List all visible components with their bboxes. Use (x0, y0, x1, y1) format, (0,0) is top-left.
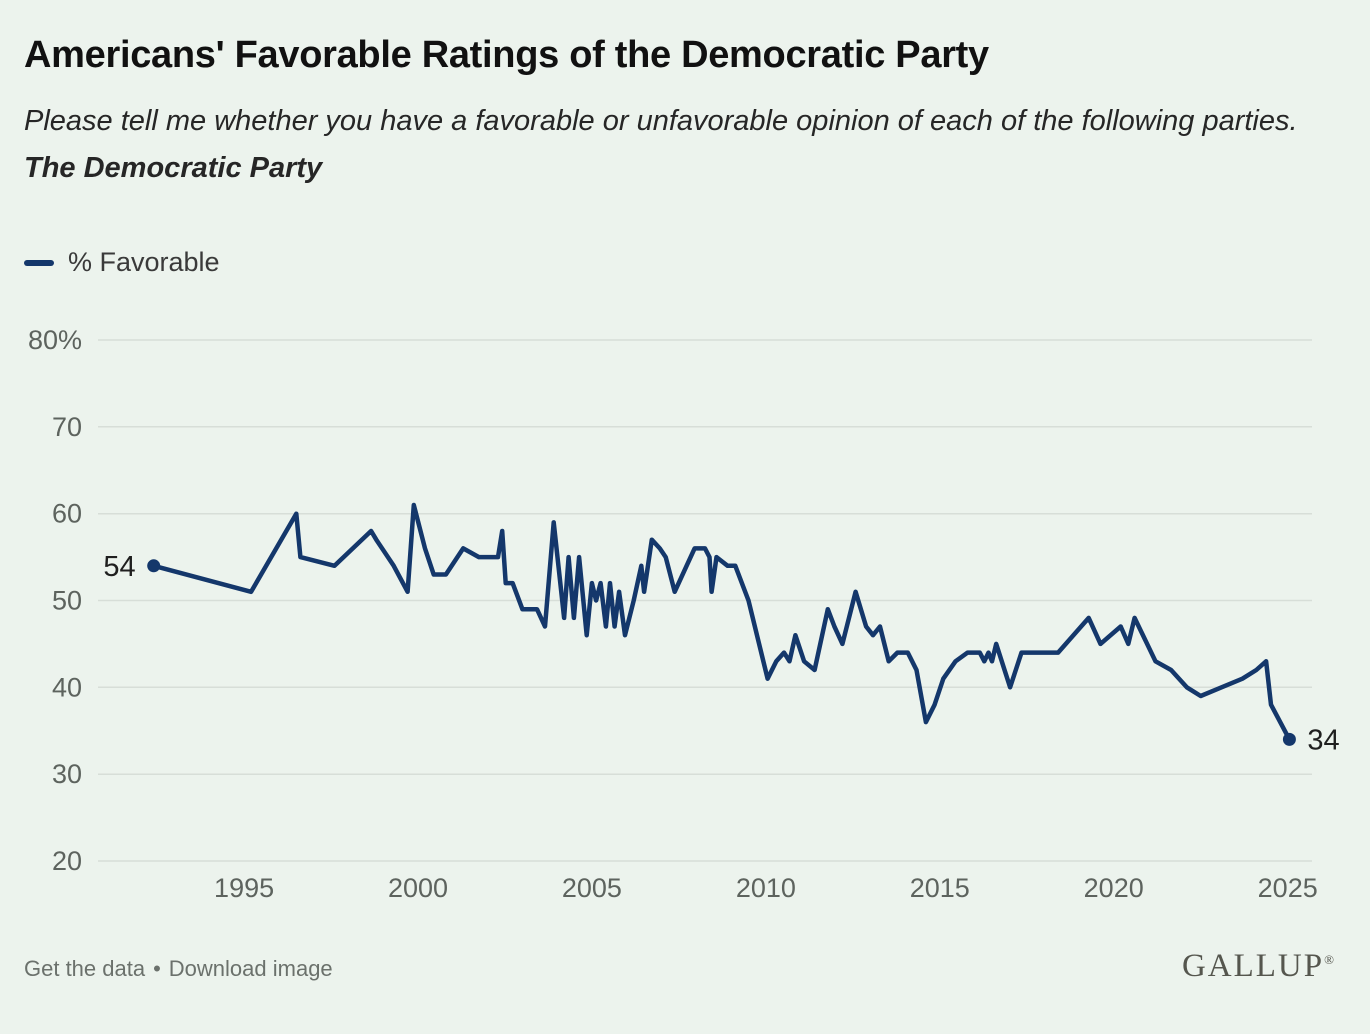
footer-links: Get the data • Download image (24, 956, 333, 982)
page-title: Americans' Favorable Ratings of the Demo… (24, 34, 989, 76)
y-tick-label: 20 (52, 846, 82, 876)
y-tick-label: 30 (52, 759, 82, 789)
chart-subtitle: Please tell me whether you have a favora… (24, 98, 1314, 192)
footer-separator: • (153, 956, 161, 981)
y-tick-label: 60 (52, 499, 82, 529)
registered-mark: ® (1324, 952, 1334, 967)
y-tick-label: 40 (52, 672, 82, 702)
favorable-series-line (151, 502, 1292, 742)
x-tick-label: 2020 (1084, 873, 1144, 903)
legend-item-favorable[interactable]: % Favorable (24, 247, 220, 278)
download-image-link[interactable]: Download image (168, 956, 333, 981)
x-tick-label: 2000 (388, 873, 448, 903)
gallup-logo: GALLUP® (1182, 948, 1334, 985)
series-endpoint-dot (1282, 732, 1296, 746)
gallup-wordmark: GALLUP (1181, 948, 1325, 984)
x-tick-label: 1995 (214, 873, 274, 903)
subtitle-question-text: Please tell me whether you have a favora… (24, 105, 1298, 137)
y-tick-label: 50 (52, 586, 82, 616)
get-the-data-link[interactable]: Get the data (24, 956, 146, 981)
legend-label: % Favorable (68, 247, 220, 277)
x-tick-label: 2025 (1258, 873, 1318, 903)
y-tick-label: 80% (28, 325, 82, 355)
series-endpoint-label: 34 (1307, 724, 1339, 756)
series-endpoint-label: 54 (103, 551, 135, 583)
legend-line-swatch (24, 259, 54, 266)
x-tick-label: 2015 (910, 873, 970, 903)
x-tick-label: 2010 (736, 873, 796, 903)
series-endpoint-dot (147, 559, 161, 573)
x-tick-label: 2005 (562, 873, 622, 903)
legend: % Favorable (24, 247, 220, 278)
subtitle-party-emphasis: The Democratic Party (24, 152, 323, 184)
y-tick-label: 70 (52, 412, 82, 442)
